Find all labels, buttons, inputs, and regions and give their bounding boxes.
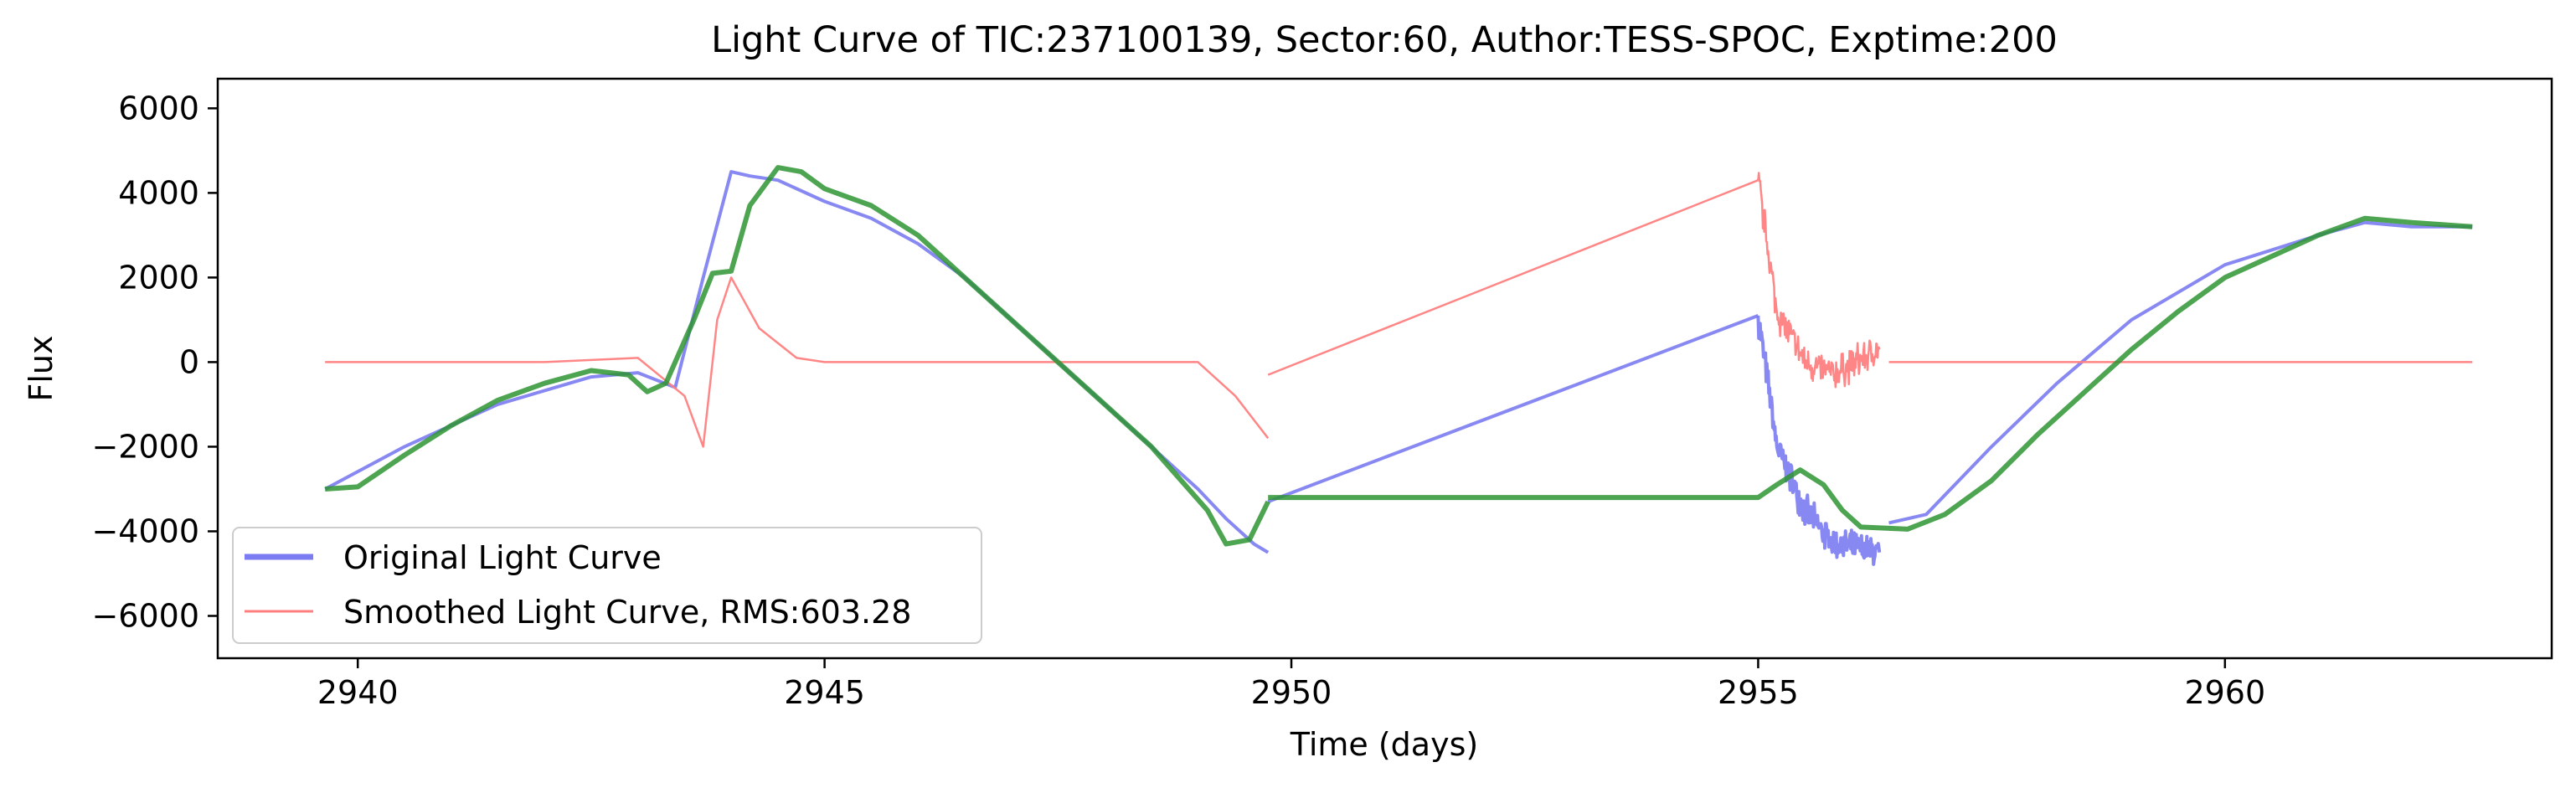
plot-area — [324, 165, 2473, 566]
series-1 — [325, 172, 2473, 448]
y-tick-label-6000: 6000 — [118, 90, 199, 126]
y-axis-label: Flux — [23, 336, 59, 402]
x-tick-label-2940: 2940 — [317, 674, 399, 711]
y-tick-label--4000: −4000 — [91, 512, 199, 549]
series-2 — [325, 165, 2473, 547]
x-tick-label-2960: 2960 — [2184, 674, 2265, 711]
chart-legend: Original Light Curve Smoothed Light Curv… — [232, 527, 982, 644]
series-0-segment-1 — [1267, 314, 1759, 503]
series-2-segment-1 — [1268, 215, 2473, 532]
series-2-segment-0 — [325, 165, 1270, 547]
series-0 — [324, 170, 2473, 566]
series-0-segment-3 — [1888, 220, 2473, 525]
x-axis-label: Time (days) — [1290, 726, 1478, 763]
legend-label-smoothed: Smoothed Light Curve, RMS:603.28 — [343, 594, 911, 631]
y-tick-label--2000: −2000 — [91, 428, 199, 465]
series-1-segment-2 — [1757, 172, 1881, 389]
y-tick-label-4000: 4000 — [118, 174, 199, 211]
series-1-segment-1 — [1267, 179, 1759, 376]
series-1-segment-0 — [325, 276, 1270, 448]
legend-box — [232, 527, 982, 644]
x-tick-label-2950: 2950 — [1251, 674, 1332, 711]
y-tick-label-2000: 2000 — [118, 259, 199, 296]
x-tick-label-2955: 2955 — [1718, 674, 1799, 711]
legend-label-original: Original Light Curve — [343, 539, 662, 576]
x-tick-label-2945: 2945 — [784, 674, 865, 711]
chart-title: Light Curve of TIC:237100139, Sector:60,… — [711, 19, 2058, 61]
plot-frame — [216, 77, 2553, 660]
axes: 2940 2945 2950 2955 2960 −6000 −4000 −2000 0 2000… — [91, 90, 2265, 711]
y-tick-label-0: 0 — [179, 343, 199, 380]
y-tick-label--6000: −6000 — [91, 597, 199, 634]
series-0-segment-2 — [1756, 315, 1882, 566]
